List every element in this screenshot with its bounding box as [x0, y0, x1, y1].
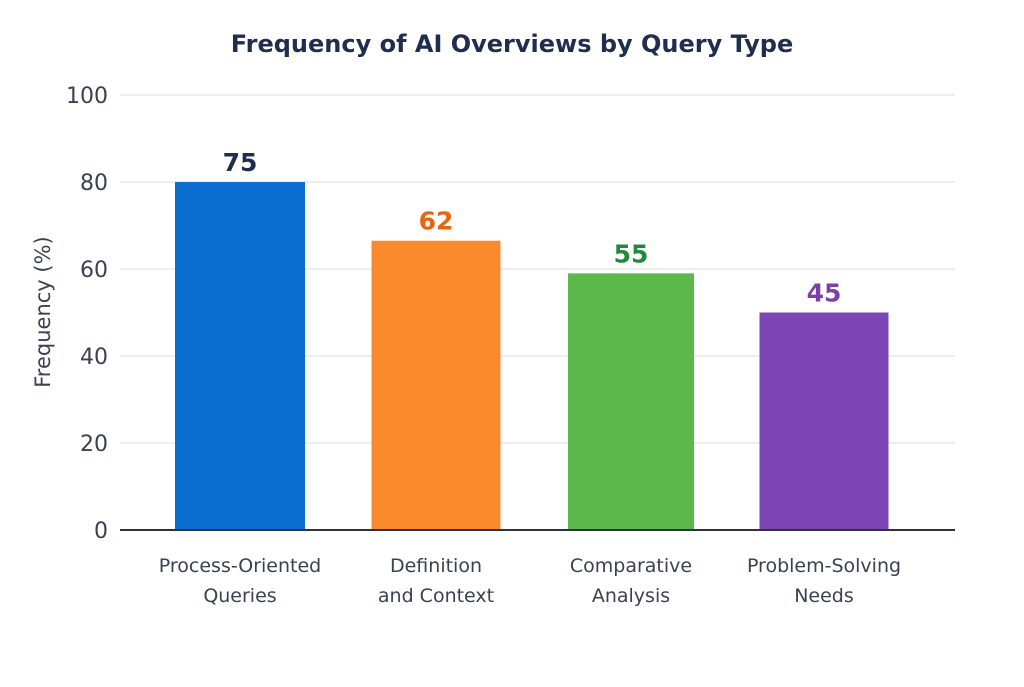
x-tick-label: Definition	[390, 555, 482, 577]
bar	[175, 182, 305, 530]
data-label: 75	[223, 148, 258, 177]
y-tick-label: 100	[66, 84, 108, 109]
y-tick-label: 20	[80, 432, 108, 457]
y-tick-label: 80	[80, 171, 108, 196]
y-axis-label: Frequency (%)	[31, 236, 55, 388]
y-tick-label: 40	[80, 345, 108, 370]
x-tick-label: Comparative	[570, 555, 692, 577]
x-tick-label: Analysis	[592, 585, 670, 607]
x-tick-label: Queries	[203, 585, 276, 607]
data-label: 62	[419, 207, 454, 236]
x-tick-label: Problem-Solving	[747, 555, 901, 577]
x-tick-label: and Context	[378, 585, 494, 607]
bar	[759, 312, 889, 530]
y-tick-label: 60	[80, 258, 108, 283]
y-tick-label: 0	[94, 519, 108, 544]
data-label: 55	[614, 239, 649, 268]
bar	[371, 240, 501, 530]
data-label: 45	[807, 279, 842, 308]
chart-title: Frequency of AI Overviews by Query Type	[231, 30, 794, 58]
x-tick-label: Process-Oriented	[159, 555, 321, 577]
bar	[568, 273, 694, 530]
x-tick-label: Needs	[794, 585, 854, 607]
